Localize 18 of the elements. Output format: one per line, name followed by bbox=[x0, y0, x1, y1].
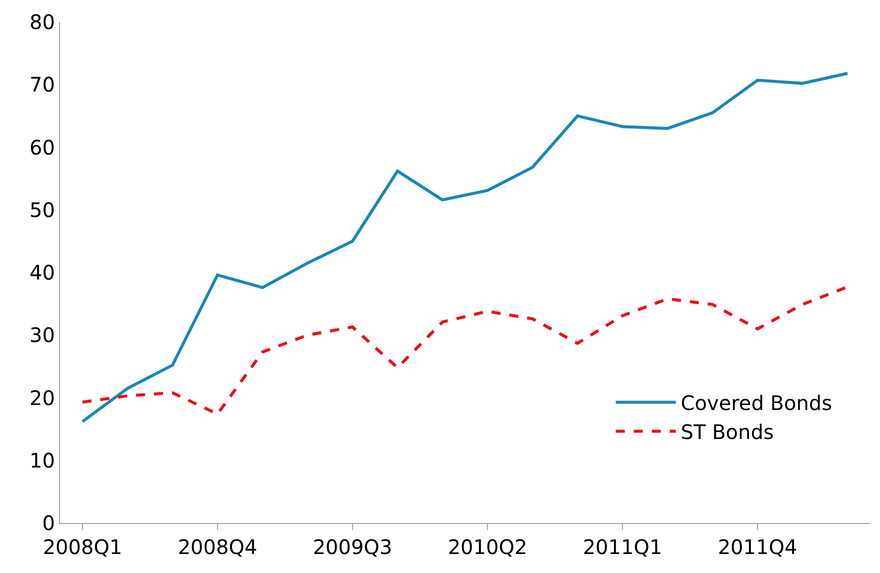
legend-label: ST Bonds bbox=[680, 420, 774, 444]
x-tick-label: 2011Q4 bbox=[718, 535, 798, 559]
x-tick-label: 2008Q1 bbox=[42, 535, 122, 559]
x-tick-label: 2010Q2 bbox=[448, 535, 528, 559]
x-tick-label: 2011Q1 bbox=[582, 535, 662, 559]
y-tick-label: 30 bbox=[30, 323, 55, 348]
x-tick-label: 2008Q4 bbox=[178, 535, 258, 559]
y-tick-label: 70 bbox=[30, 72, 55, 97]
y-tick-label: 60 bbox=[30, 135, 55, 160]
line-series bbox=[81, 72, 849, 424]
y-tick-label: 0 bbox=[42, 511, 55, 535]
y-tick-label: 50 bbox=[30, 198, 55, 222]
y-tick-label: 20 bbox=[30, 386, 55, 410]
y-tick-label: 40 bbox=[30, 260, 55, 284]
x-tick-label: 2009Q3 bbox=[312, 535, 392, 559]
y-tick-label: 80 bbox=[30, 10, 55, 34]
y-tick-label: 10 bbox=[30, 448, 55, 472]
legend-label: Covered Bonds bbox=[680, 391, 832, 416]
